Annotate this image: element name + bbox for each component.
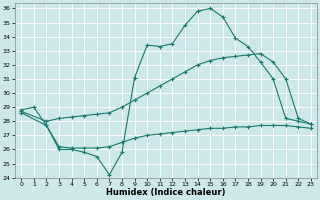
X-axis label: Humidex (Indice chaleur): Humidex (Indice chaleur) xyxy=(106,188,226,197)
